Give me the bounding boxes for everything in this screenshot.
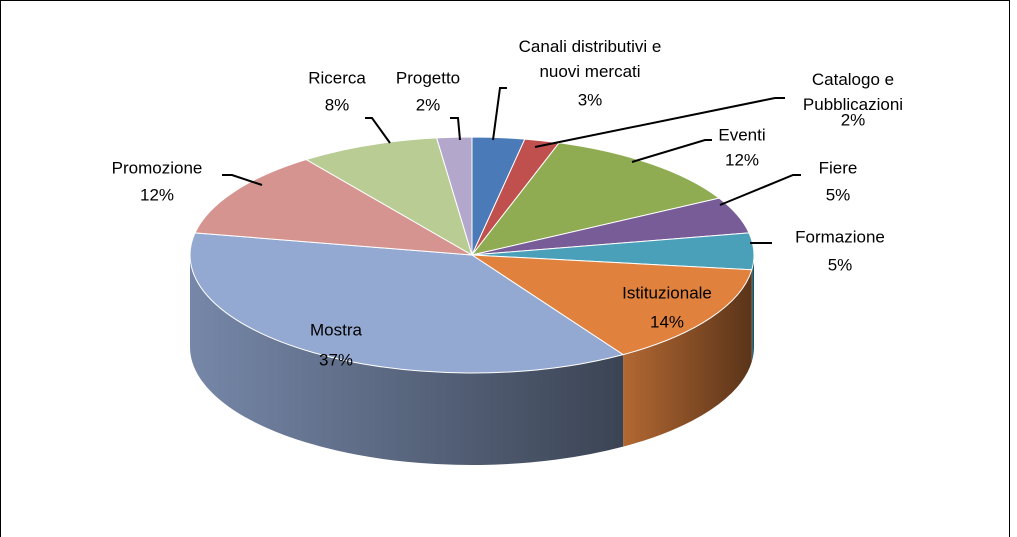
leader-line xyxy=(631,139,712,163)
slice xyxy=(194,158,473,256)
slice-label: Canali distributivi e nuovi mercati xyxy=(518,37,662,81)
slice xyxy=(189,232,625,374)
slice-side xyxy=(190,255,624,466)
slice-label: Mostra xyxy=(310,320,362,340)
leader-line xyxy=(222,174,263,186)
slice-label: Fiere xyxy=(818,158,858,178)
slice-value-label: 5% xyxy=(827,255,853,275)
slice-value-label: 3% xyxy=(577,90,603,110)
slice-value-label: 12% xyxy=(139,185,175,205)
slice xyxy=(470,142,721,256)
slice-label: Ricerca xyxy=(308,68,366,88)
slice xyxy=(470,254,753,356)
slice-value-label: 2% xyxy=(840,110,866,130)
leader-line xyxy=(450,117,461,141)
slice-value-label: 8% xyxy=(324,95,350,115)
leader-line xyxy=(492,87,507,141)
slice-label: Formazione xyxy=(795,227,885,247)
slice-side xyxy=(751,255,754,362)
slice-value-label: 14% xyxy=(649,312,685,332)
leader-line xyxy=(719,174,801,206)
slice-value-label: 2% xyxy=(415,95,441,115)
slice-label: Istituzionale xyxy=(622,283,712,303)
slice xyxy=(435,136,473,256)
slice-label: Eventi xyxy=(718,125,766,145)
slice-label: Progetto xyxy=(395,68,461,88)
slice-value-label: 12% xyxy=(724,150,760,170)
slice-label: Promozione xyxy=(111,158,203,178)
slice-value-label: 5% xyxy=(825,185,851,205)
leader-line xyxy=(365,117,391,144)
leader-line xyxy=(534,97,785,148)
slice-value-label: 37% xyxy=(318,350,354,370)
slice-side xyxy=(623,269,752,447)
slice xyxy=(304,137,473,257)
slice-label: Catalogo e Pubblicazioni xyxy=(802,70,904,114)
